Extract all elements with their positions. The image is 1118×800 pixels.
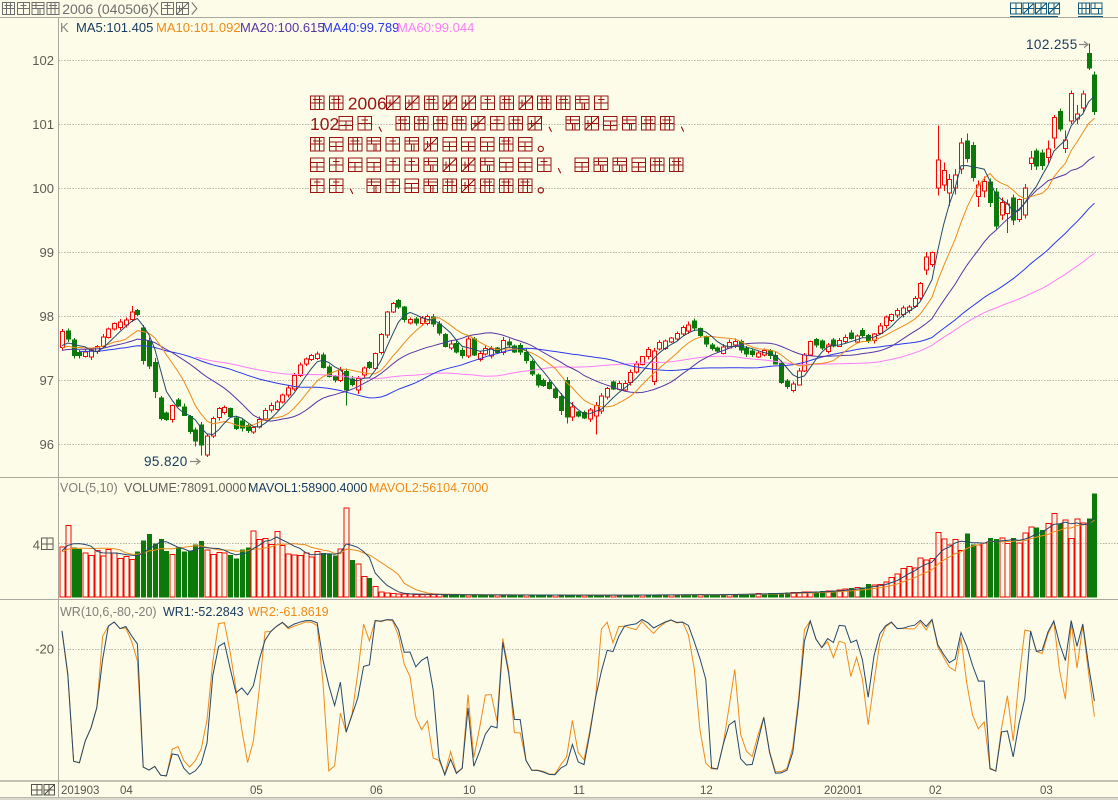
svg-text:MA20:100.615: MA20:100.615 — [240, 20, 325, 35]
svg-text:K: K — [60, 20, 69, 35]
svg-text:102: 102 — [310, 114, 339, 134]
svg-text:4: 4 — [33, 538, 40, 553]
svg-text:MA40:99.789: MA40:99.789 — [322, 20, 399, 35]
svg-text:12: 12 — [700, 785, 713, 797]
svg-text:02: 02 — [929, 785, 942, 797]
svg-text:97: 97 — [40, 373, 54, 388]
svg-text:102.255: 102.255 — [1026, 37, 1078, 52]
svg-text:WR2:-61.8619: WR2:-61.8619 — [248, 605, 329, 619]
svg-text:100: 100 — [32, 181, 54, 196]
svg-text:10: 10 — [463, 785, 476, 797]
svg-text:WR(10,6,-80,-20): WR(10,6,-80,-20) — [60, 605, 157, 619]
svg-text:VOLUME:78091.0000: VOLUME:78091.0000 — [124, 481, 246, 495]
svg-text:102: 102 — [32, 53, 54, 68]
svg-text:201903: 201903 — [61, 785, 99, 797]
svg-text:MAVOL1:58900.4000: MAVOL1:58900.4000 — [248, 481, 367, 495]
svg-text:MA10:101.092: MA10:101.092 — [156, 20, 241, 35]
svg-text:04: 04 — [120, 785, 133, 797]
svg-text:2006: 2006 — [348, 94, 387, 114]
svg-text:06: 06 — [370, 785, 383, 797]
svg-text:95.820: 95.820 — [144, 454, 188, 469]
svg-text:MA5:101.405: MA5:101.405 — [76, 20, 153, 35]
svg-text:99: 99 — [40, 245, 54, 260]
svg-text:MAVOL2:56104.7000: MAVOL2:56104.7000 — [369, 481, 488, 495]
svg-text:VOL(5,10): VOL(5,10) — [60, 481, 118, 495]
svg-text:WR1:-52.2843: WR1:-52.2843 — [163, 605, 244, 619]
svg-text:98: 98 — [40, 309, 54, 324]
svg-text:96: 96 — [40, 437, 54, 452]
svg-text:202001: 202001 — [824, 785, 862, 797]
svg-text:11: 11 — [573, 785, 585, 797]
svg-text:2006 (040506): 2006 (040506) — [62, 1, 153, 17]
svg-text:-20: -20 — [35, 642, 54, 657]
svg-text:MA60:99.044: MA60:99.044 — [397, 20, 474, 35]
svg-text:05: 05 — [250, 785, 263, 797]
svg-text:101: 101 — [32, 117, 54, 132]
svg-text:03: 03 — [1040, 785, 1053, 797]
